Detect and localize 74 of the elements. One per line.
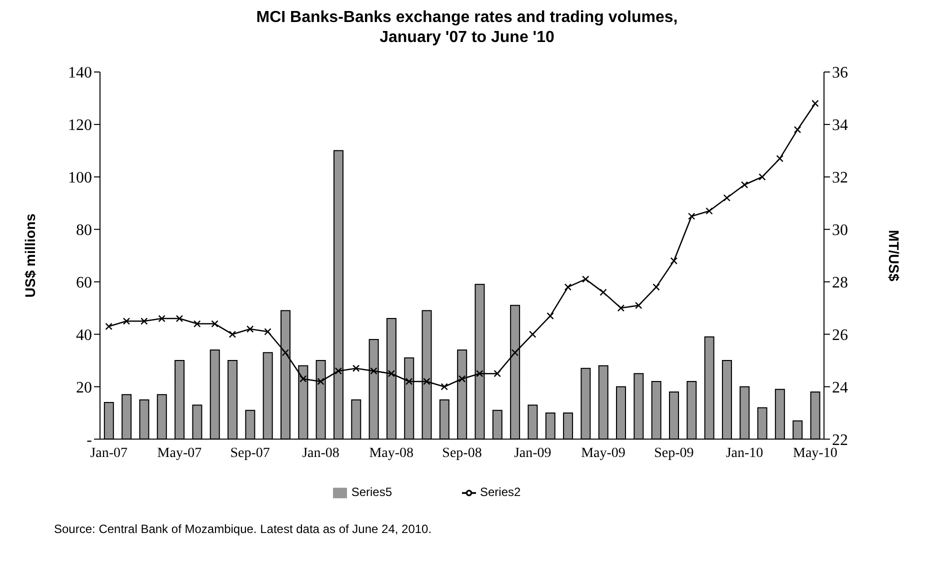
y2-tick-label: 32	[832, 170, 848, 187]
point	[334, 367, 342, 375]
y2-tick-label: 36	[832, 64, 848, 82]
x-tick-label: May-09	[581, 446, 626, 462]
point	[582, 276, 590, 283]
y-tick-label: 80	[76, 222, 92, 240]
point	[494, 370, 501, 378]
point	[529, 330, 536, 338]
point	[812, 100, 819, 108]
point	[564, 283, 572, 291]
y-tick-label: 20	[76, 379, 92, 396]
x-tick-label: Sep-07	[230, 446, 270, 462]
point	[388, 370, 395, 378]
y-axis-title: US$ millions	[22, 213, 38, 298]
point	[423, 378, 430, 386]
point	[617, 304, 625, 312]
point	[688, 212, 696, 220]
point	[405, 378, 413, 386]
y-tick-label: 40	[76, 326, 92, 344]
point	[264, 328, 272, 336]
x-tick-label: Sep-09	[654, 446, 694, 462]
y2-axis-title: MT/US$	[886, 230, 902, 282]
point	[194, 320, 201, 328]
point	[723, 194, 730, 202]
point	[352, 364, 360, 372]
y2-tick-label: 24	[832, 379, 848, 396]
y-tick-label: 120	[68, 117, 92, 134]
point	[140, 318, 148, 325]
y2-tick-label: 30	[832, 222, 848, 240]
point	[794, 126, 802, 134]
y2-tick-label: 34	[832, 117, 848, 134]
point	[440, 383, 448, 390]
point	[317, 378, 324, 386]
point	[476, 370, 484, 378]
point	[105, 322, 112, 330]
point	[706, 207, 713, 215]
point	[652, 283, 660, 291]
y2-tick-label: 22	[832, 432, 848, 449]
point	[246, 325, 254, 333]
point	[158, 314, 166, 322]
source-note: Source: Central Bank of Mozambique. Latest data as of June 24, 2010.	[54, 522, 432, 536]
point	[546, 312, 554, 320]
x-tick-label: May-08	[369, 446, 414, 462]
point	[122, 318, 130, 325]
point	[299, 375, 307, 382]
legend-label: Series2	[480, 485, 521, 500]
x-tick-label: May-07	[157, 446, 202, 462]
y-tick-label: 100	[68, 170, 92, 187]
legend-label: Series5	[351, 485, 392, 500]
point	[458, 375, 466, 382]
point	[370, 367, 378, 375]
point	[740, 181, 748, 188]
point	[758, 173, 766, 181]
x-tick-label: Jan-08	[302, 446, 340, 462]
y-tick-label: 60	[76, 274, 92, 292]
y2-tick-label: 26	[832, 326, 848, 344]
x-tick-label: Jan-09	[514, 446, 552, 462]
x-tick-label: May-10	[793, 446, 838, 462]
point	[228, 330, 236, 338]
point	[670, 257, 678, 264]
x-tick-label: Sep-08	[442, 446, 482, 462]
point	[776, 154, 784, 162]
point	[211, 320, 218, 328]
y2-tick-label: 28	[832, 274, 848, 292]
point	[600, 288, 607, 296]
point	[282, 349, 290, 356]
chart-title: MCI Banks-Banks exchange rates and trading volumes, January '07 to June '10	[255, 8, 679, 48]
x-tick-label: Jan-10	[726, 446, 764, 462]
point	[176, 314, 184, 322]
y-tick-label: -	[86, 432, 92, 449]
point	[511, 349, 519, 356]
point	[634, 302, 642, 310]
x-tick-label: Jan-07	[90, 446, 128, 462]
y-tick-label: 140	[68, 64, 92, 82]
